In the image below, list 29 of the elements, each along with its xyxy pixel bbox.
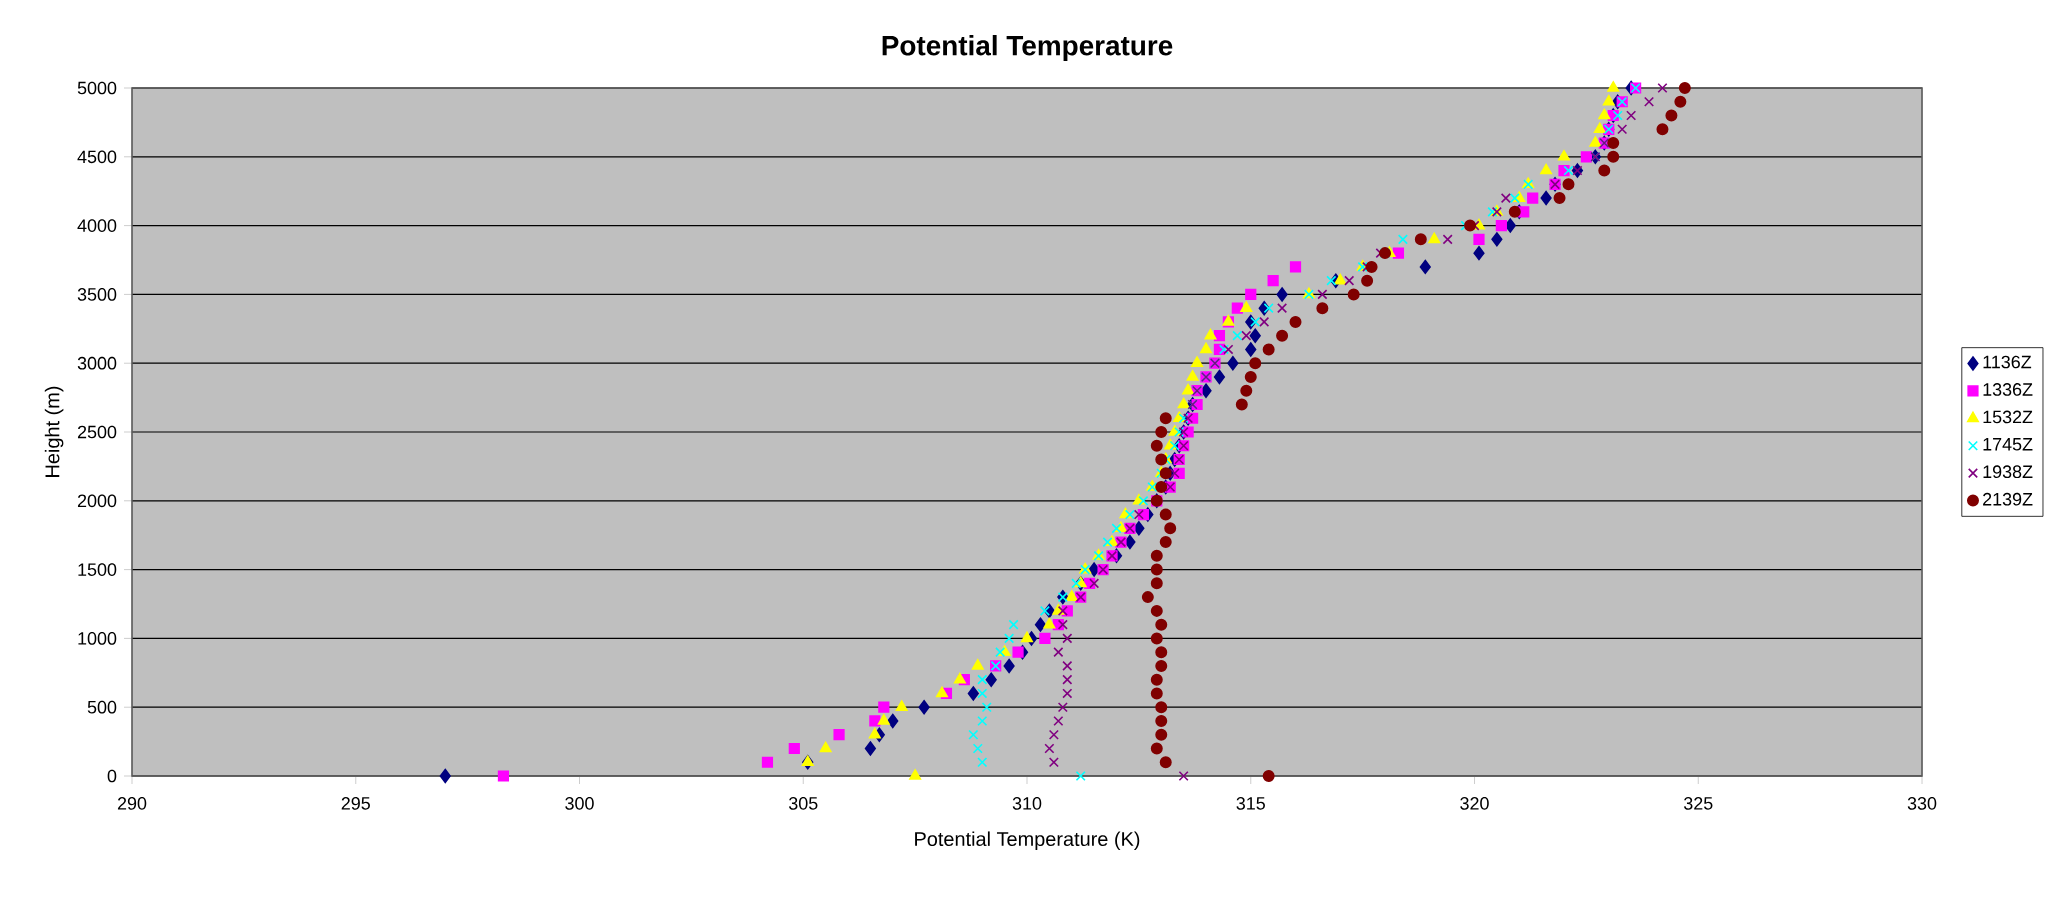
legend-label: 1745Z (1983, 438, 2033, 451)
y-tick-label: 3500 (77, 288, 117, 301)
y-tick-label: 1000 (78, 632, 117, 645)
legend-label: 1938Z (1983, 465, 2033, 479)
y-tick-label: 1500 (78, 563, 117, 576)
x-tick-label: 295 (341, 797, 370, 810)
legend-label: 2139Z (1983, 492, 2033, 506)
y-tick-label: 3000 (77, 356, 117, 370)
y-tick-label: 4000 (77, 219, 117, 232)
chart-title: Potential Temperature (882, 35, 1173, 61)
y-tick-label: 0 (107, 769, 117, 783)
y-tick-label: 4500 (77, 150, 117, 164)
legend-label: 1136Z (1983, 355, 2032, 369)
y-tick-label: 2500 (77, 425, 117, 439)
x-tick-label: 300 (565, 797, 594, 810)
y-tick-label: 500 (87, 700, 117, 714)
x-tick-label: 325 (1683, 797, 1713, 810)
y-tick-label: 5000 (77, 81, 117, 95)
x-axis-title: Potential Temperature (K) (915, 831, 1140, 850)
x-tick-label: 310 (1012, 797, 1042, 810)
x-tick-label: 290 (117, 797, 147, 810)
y-tick-label: 2000 (77, 494, 117, 508)
legend-label: 1336Z (1983, 383, 2033, 396)
legend-label: 1532Z (1983, 410, 2033, 424)
x-tick-label: 305 (788, 797, 818, 810)
y-axis-title: Height (m) (44, 386, 64, 477)
x-tick-label: 315 (1236, 797, 1265, 810)
x-tick-label: 320 (1460, 797, 1489, 810)
x-tick-label: 330 (1907, 797, 1937, 810)
